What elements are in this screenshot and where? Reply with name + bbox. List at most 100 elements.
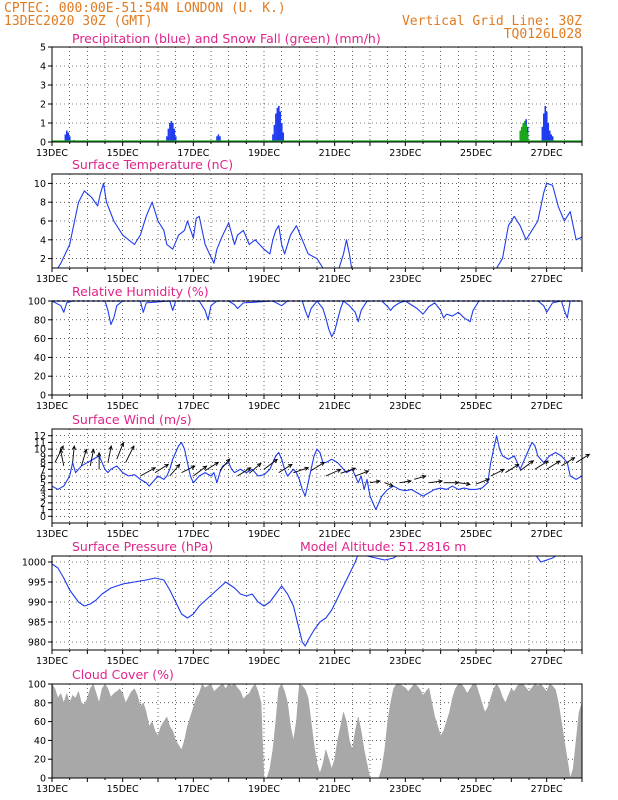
x-tick-label: 19DEC xyxy=(248,401,280,412)
x-tick-label: 27DEC xyxy=(531,274,563,285)
panel-frame xyxy=(51,173,583,269)
wind-arrow xyxy=(310,461,325,472)
x-tick-label: 13DEC xyxy=(36,784,68,795)
wind-arrow-head xyxy=(225,458,231,464)
series-line-0 xyxy=(57,182,353,268)
snow-bar xyxy=(522,123,525,142)
wind-arrow-head xyxy=(555,460,561,465)
wind-arrow xyxy=(89,449,95,467)
wind-arrow xyxy=(54,445,64,463)
panel-frame xyxy=(51,46,583,143)
x-tick-label: 23DEC xyxy=(389,401,421,412)
wind-arrow-head xyxy=(164,463,170,469)
y-tick-label: 0 xyxy=(40,391,46,402)
y-tick-label: 2 xyxy=(40,254,46,265)
wind-arrow xyxy=(263,459,278,470)
wind-arrow-head xyxy=(273,458,279,464)
wind-arrow-head xyxy=(90,448,96,454)
x-tick-label: 25DEC xyxy=(460,784,492,795)
wind-arrow-head xyxy=(130,445,135,451)
panel-title-right: Model Altitude: 51.2816 m xyxy=(300,539,466,554)
y-tick-label: 1000 xyxy=(22,558,46,569)
y-tick-label: 60 xyxy=(34,717,46,728)
y-tick-label: 60 xyxy=(34,334,46,345)
y-tick-label: 3 xyxy=(40,492,46,503)
y-tick-label: 990 xyxy=(28,598,46,609)
panel-frame xyxy=(51,683,583,779)
wind-arrow-head xyxy=(304,466,310,471)
wind-arrow-head xyxy=(202,465,208,470)
precip-bar xyxy=(66,130,68,142)
precip-bar xyxy=(280,123,283,142)
x-tick-label: 25DEC xyxy=(460,656,492,667)
y-tick-label: 4 xyxy=(40,62,46,73)
wind-arrow-head xyxy=(59,445,64,451)
precip-bar xyxy=(170,121,173,142)
wind-arrow-head xyxy=(375,479,381,484)
x-tick-label: 15DEC xyxy=(107,529,139,540)
y-tick-label: 80 xyxy=(34,315,46,326)
wind-arrow-head xyxy=(246,467,252,472)
y-tick-label: 5 xyxy=(40,43,46,54)
panel-frame xyxy=(51,555,583,651)
precip-bar xyxy=(169,123,171,142)
wind-arrow xyxy=(546,460,561,470)
x-tick-label: 19DEC xyxy=(248,529,280,540)
wind-arrow-head xyxy=(151,467,157,472)
wind-arrow xyxy=(60,449,65,467)
snow-bar xyxy=(523,121,526,142)
y-tick-label: 40 xyxy=(34,353,46,364)
x-tick-label: 13DEC xyxy=(36,656,68,667)
wind-arrow xyxy=(340,467,356,474)
x-tick-label: 23DEC xyxy=(389,529,421,540)
wind-arrow-head xyxy=(388,482,394,487)
y-tick-label: 980 xyxy=(28,638,46,649)
wind-arrow-head xyxy=(544,460,549,465)
y-tick-label: 6 xyxy=(40,217,46,228)
wind-arrow xyxy=(237,467,251,477)
y-tick-label: 1 xyxy=(40,119,46,130)
wind-arrow xyxy=(278,464,293,474)
cloud-cover-area xyxy=(52,684,582,778)
x-tick-label: 17DEC xyxy=(177,148,209,159)
y-tick-label: 10 xyxy=(34,445,46,456)
x-tick-label: 17DEC xyxy=(177,274,209,285)
precip-bar xyxy=(166,136,168,142)
x-tick-label: 27DEC xyxy=(531,148,563,159)
precip-bar xyxy=(279,111,282,142)
wind-arrow-head xyxy=(351,467,357,472)
wind-arrow xyxy=(575,453,590,463)
precip-bar xyxy=(544,105,547,142)
x-tick-label: 17DEC xyxy=(177,784,209,795)
precip-bar xyxy=(545,111,548,142)
wind-arrow xyxy=(293,467,309,474)
precip-bar xyxy=(551,136,554,142)
x-tick-label: 17DEC xyxy=(177,401,209,412)
x-tick-label: 15DEC xyxy=(107,401,139,412)
panel-title: Surface Pressure (hPa) xyxy=(72,539,213,554)
precip-bar xyxy=(172,123,174,142)
wind-arrow xyxy=(369,480,380,484)
precip-bar xyxy=(278,105,280,142)
precip-bar xyxy=(67,132,70,142)
x-tick-label: 27DEC xyxy=(531,656,563,667)
wind-arrow xyxy=(428,480,443,484)
wind-arrow-head xyxy=(96,451,102,457)
wind-arrow-head xyxy=(585,453,591,458)
wind-arrow xyxy=(204,461,219,472)
y-tick-label: 0 xyxy=(40,512,46,523)
y-tick-label: 12 xyxy=(34,431,46,442)
y-tick-label: 6 xyxy=(40,472,46,483)
y-tick-label: 985 xyxy=(28,618,46,629)
x-tick-label: 27DEC xyxy=(531,784,563,795)
wind-arrow xyxy=(169,464,181,477)
wind-arrow xyxy=(458,482,470,485)
wind-arrow-head xyxy=(438,479,444,484)
x-tick-label: 23DEC xyxy=(389,274,421,285)
wind-arrow xyxy=(534,460,549,470)
y-tick-label: 3 xyxy=(40,81,46,92)
y-tick-label: 7 xyxy=(40,465,46,476)
y-tick-label: 2 xyxy=(40,100,46,111)
x-tick-label: 27DEC xyxy=(531,401,563,412)
x-tick-label: 25DEC xyxy=(460,274,492,285)
